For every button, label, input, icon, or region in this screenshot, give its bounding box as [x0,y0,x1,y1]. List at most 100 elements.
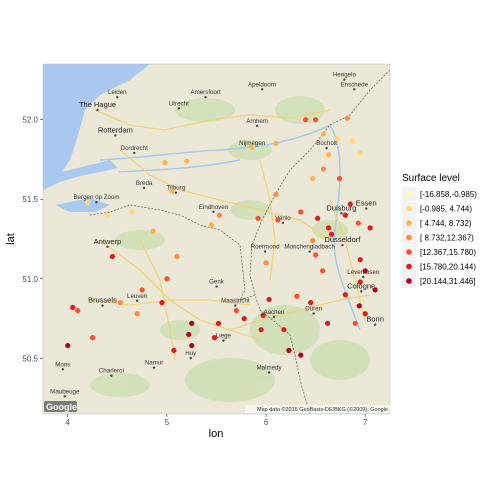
legend-swatch [406,263,412,270]
data-point [313,252,319,258]
city-label: Rotterdam [98,125,133,134]
data-point [357,257,363,263]
data-point [186,331,192,338]
data-point [334,136,341,142]
city-label: Roermond [251,244,280,251]
city-marker [365,207,368,210]
data-point [362,268,368,274]
city-marker [362,275,365,279]
data-point [150,228,156,234]
data-point [355,220,361,226]
data-point [298,209,304,215]
attribution-text: Map data ©2016 GeoBasis-DE/BKG (©2009), … [257,406,388,413]
city-label: Liege [216,333,232,340]
data-point [258,327,264,333]
legend-label: [ 8.732,12.367) [420,234,474,243]
city-label: Dusseldorf [324,235,361,244]
data-point [342,292,348,298]
data-point [325,152,332,158]
city-label: Cologne [347,281,375,290]
data-point [342,212,348,218]
legend-swatch [406,220,412,226]
city-marker [110,374,113,377]
city-label: Huy [185,350,197,357]
data-point [189,320,195,326]
y-tick-label: 52.0 [22,116,38,125]
city-marker [281,221,285,225]
data-point [324,320,331,326]
data-point [255,215,261,221]
city-marker [133,151,136,155]
x-tick-label: 7 [363,418,368,427]
city-label: Dordrecht [121,145,148,152]
data-point [65,342,71,349]
city-marker [234,304,237,307]
legend-title: Surface level [402,173,460,184]
city-label: Monchengladbach [284,244,335,251]
data-point [320,131,327,137]
city-label: Maubeuge [50,388,80,395]
city-label: Namur [145,360,164,367]
legend: Surface level [-16.858,-0.985) [-0.985, 4… [402,173,477,288]
legend-items: [-16.858,-0.985) [-0.985, 4.744) [ 4.744, … [402,187,477,288]
city-marker [272,315,276,318]
city-label: Leuven [127,293,148,300]
data-point [273,140,279,147]
data-point [169,188,175,194]
data-point [164,276,170,282]
data-point [357,150,363,156]
data-point [159,300,165,306]
y-tick-label: 51.5 [22,195,38,204]
data-point [352,320,358,326]
city-marker [61,368,65,371]
data-point [263,260,269,266]
data-point [320,166,327,172]
data-point [357,279,363,285]
x-tick-label: 5 [165,418,170,427]
city-label: Nijmegen [239,140,266,147]
x-axis: 4 5 6 7 [66,414,368,427]
data-point [349,137,355,143]
x-tick-label: 6 [264,418,269,427]
y-axis-title: lat [5,233,17,245]
city-marker [341,243,344,247]
city-label: Malmedy [256,364,282,371]
legend-label: [15.780,20.144) [420,263,476,272]
data-point [273,191,279,198]
y-axis: 50.5 51.0 51.5 52.0 [22,116,43,363]
data-point [109,253,115,260]
city-marker [189,356,192,360]
data-point [294,293,300,299]
city-label: Bocholt [316,140,337,147]
data-points [65,115,378,358]
city-label: Utrecht [169,100,189,107]
data-point [216,212,223,218]
data-point [315,215,321,221]
city-marker [373,323,377,326]
legend-label: [ 4.744, 8.732) [420,219,472,228]
data-point [372,287,378,293]
city-marker [204,96,207,99]
data-point [174,253,180,260]
data-point [328,231,335,237]
data-point [344,115,350,121]
city-marker [95,201,98,204]
city-label: Antwerp [94,237,122,246]
city-marker [177,107,181,110]
city-label: Brussels [88,296,117,305]
data-point [298,352,304,358]
city-marker [106,245,109,248]
data-point [313,117,319,123]
city-label: Apeldoorn [248,81,277,88]
city-label: Amersfoort [190,89,221,96]
city-marker [222,339,225,342]
city-label: Leiden [108,89,127,96]
city-marker [116,96,119,99]
map-attribution: Map data ©2016 GeoBasis-DE/BKG (©2009), … [245,405,390,413]
data-point [286,347,292,353]
city-label: Venlo [275,215,291,222]
city-marker [212,210,215,213]
data-point [336,175,343,182]
